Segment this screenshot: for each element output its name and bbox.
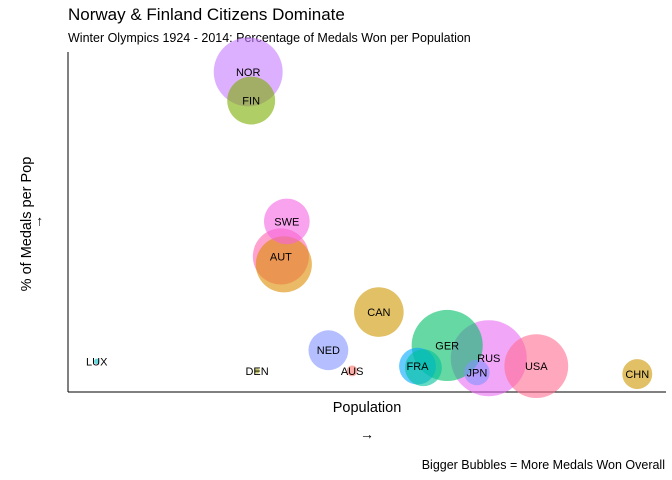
bubble-label-jpn: JPN xyxy=(466,368,487,380)
x-axis-arrow: → xyxy=(360,426,374,442)
bubble-label-usa: USA xyxy=(525,361,548,373)
bubble-label-aut: AUT xyxy=(270,251,292,263)
bubble-label-nor: NOR xyxy=(236,67,261,79)
bubble-den xyxy=(254,368,260,374)
bubble-label-can: CAN xyxy=(367,307,390,319)
bubble-label-chn: CHN xyxy=(625,369,649,381)
bubble-can xyxy=(354,287,404,337)
bubble-label-fin: FIN xyxy=(242,96,260,108)
bubble-label-ned: NED xyxy=(317,345,340,357)
bubble-fra xyxy=(405,349,442,387)
bubble-aus xyxy=(346,365,358,377)
chart-caption: Bigger Bubbles = More Medals Won Overall xyxy=(421,458,665,472)
bubble-aut xyxy=(255,236,312,293)
bubble-label-lux: LUX xyxy=(86,356,108,368)
y-axis-title-area: % of Medals per Pop → xyxy=(8,58,48,392)
bubble-chn xyxy=(622,359,653,390)
chart-title: Norway & Finland Citizens Dominate xyxy=(68,5,345,24)
bubble-labels-group: NOR FIN SWE AUT CAN NED GER RUS USA JPN FRA LUX DEN A… xyxy=(86,67,649,381)
chart-subtitle: Winter Olympics 1924 - 2014: Percentage … xyxy=(68,31,471,45)
bubbles-group xyxy=(94,37,653,399)
bubble-label-aus: AUS xyxy=(341,366,364,378)
bubble-fin xyxy=(227,76,276,125)
bubble-lux xyxy=(94,358,100,365)
bubble-label-fra: FRA xyxy=(406,361,429,373)
bubble-label-ger: GER xyxy=(435,340,459,352)
bubble-label-rus: RUS xyxy=(477,353,500,365)
bubble-label-den: DEN xyxy=(245,366,268,378)
bubble-jpn xyxy=(464,359,490,386)
bubble-usa xyxy=(504,334,569,399)
y-axis-arrow: → xyxy=(29,215,45,229)
bubble-label-swe: SWE xyxy=(274,216,299,228)
x-axis-label: Population xyxy=(332,400,402,416)
bubble-swe xyxy=(264,198,310,245)
bubble-ned xyxy=(308,330,349,371)
